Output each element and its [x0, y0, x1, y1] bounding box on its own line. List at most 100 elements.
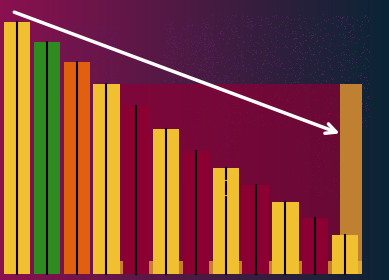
Point: [64, 83, 70, 88]
Point: [270, 59, 277, 63]
Point: [88, 35, 94, 40]
Point: [180, 140, 186, 144]
Point: [67, 150, 73, 154]
Point: [303, 188, 309, 193]
Point: [73, 174, 79, 179]
Point: [312, 32, 319, 36]
Point: [217, 30, 223, 34]
Point: [321, 187, 328, 191]
Point: [196, 40, 202, 45]
Point: [78, 51, 84, 56]
Point: [316, 113, 322, 118]
Point: [184, 41, 190, 45]
Point: [79, 187, 85, 191]
Point: [173, 35, 179, 39]
Point: [304, 133, 310, 138]
Point: [186, 117, 192, 122]
Point: [201, 53, 207, 57]
Point: [242, 115, 248, 119]
Point: [224, 120, 230, 125]
Point: [204, 139, 210, 144]
Point: [281, 81, 287, 86]
Point: [188, 31, 194, 35]
Point: [310, 98, 317, 103]
Point: [193, 135, 199, 140]
Point: [236, 87, 242, 91]
Point: [207, 49, 213, 53]
Point: [249, 48, 256, 52]
Point: [235, 105, 241, 109]
Point: [202, 150, 208, 154]
Point: [211, 91, 217, 95]
Point: [321, 69, 327, 73]
Point: [297, 62, 303, 67]
Point: [63, 87, 69, 92]
Point: [297, 70, 303, 75]
Point: [348, 159, 354, 163]
Point: [311, 120, 317, 124]
Point: [79, 129, 85, 134]
Point: [242, 66, 249, 71]
Point: [57, 137, 63, 141]
Point: [178, 68, 184, 73]
Point: [235, 66, 241, 70]
Point: [51, 66, 57, 71]
Point: [105, 98, 111, 102]
Point: [30, 109, 36, 114]
Point: [314, 21, 321, 26]
Point: [110, 34, 116, 39]
Point: [325, 56, 331, 60]
Point: [109, 102, 115, 107]
Point: [37, 54, 43, 58]
Point: [59, 151, 65, 155]
Point: [312, 111, 319, 115]
Point: [78, 134, 84, 138]
Point: [69, 181, 75, 185]
Point: [247, 83, 253, 87]
Point: [174, 156, 180, 161]
Point: [187, 39, 194, 43]
Point: [248, 109, 254, 114]
Point: [62, 185, 68, 189]
Point: [245, 115, 251, 119]
Point: [204, 114, 210, 118]
Point: [66, 92, 72, 96]
Point: [61, 67, 68, 71]
Point: [258, 36, 265, 41]
Point: [205, 163, 211, 168]
Point: [63, 88, 69, 93]
Point: [205, 94, 212, 99]
Point: [88, 36, 94, 41]
Point: [363, 123, 369, 128]
Point: [74, 137, 80, 142]
Point: [315, 152, 321, 157]
Point: [269, 97, 275, 101]
Point: [324, 115, 330, 119]
Point: [320, 72, 326, 76]
Point: [55, 64, 61, 68]
Point: [349, 56, 355, 61]
Point: [55, 186, 61, 190]
Point: [68, 151, 74, 155]
Point: [300, 72, 306, 76]
Point: [225, 34, 231, 38]
Point: [95, 84, 101, 88]
Point: [358, 27, 364, 32]
Point: [61, 85, 67, 90]
Point: [297, 34, 303, 38]
Point: [215, 53, 221, 58]
Point: [316, 137, 322, 141]
Point: [198, 68, 204, 72]
Point: [237, 121, 243, 125]
Point: [109, 36, 116, 40]
Point: [175, 126, 181, 130]
Point: [200, 107, 206, 112]
Point: [311, 40, 317, 45]
Point: [347, 185, 354, 190]
Point: [253, 85, 259, 89]
Point: [365, 33, 371, 37]
Point: [63, 127, 69, 131]
Point: [77, 92, 83, 97]
Point: [222, 48, 228, 52]
Point: [172, 60, 178, 64]
